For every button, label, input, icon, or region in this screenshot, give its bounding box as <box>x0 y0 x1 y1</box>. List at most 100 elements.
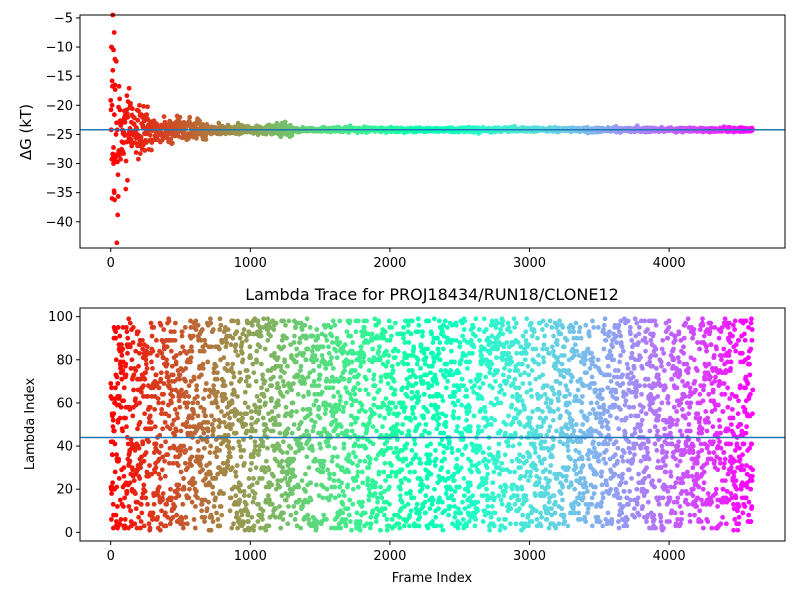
lambda-point <box>349 402 355 408</box>
lambda-point <box>235 394 240 399</box>
lambda-point <box>336 406 342 412</box>
lambda-point <box>225 327 231 332</box>
lambda-point <box>280 450 285 455</box>
lambda-point <box>371 372 377 378</box>
lambda-point <box>366 497 372 503</box>
lambda-point <box>142 488 148 494</box>
lambda-point <box>292 473 298 479</box>
lambda-point <box>147 463 152 468</box>
lambda-point <box>383 363 389 369</box>
lambda-point <box>164 361 170 367</box>
lambda-point <box>377 357 383 363</box>
lambda-point <box>199 454 205 460</box>
lambda-point <box>194 387 199 393</box>
lambda-point <box>447 504 453 509</box>
lambda-point <box>256 501 261 507</box>
lambda-point <box>195 400 201 406</box>
lambda-point <box>404 394 410 399</box>
lambda-point <box>200 361 206 367</box>
lambda-point <box>195 439 201 445</box>
lambda-point <box>256 409 262 414</box>
lambda-point <box>110 480 116 486</box>
lambda-point <box>233 469 238 475</box>
lambda-point <box>451 415 457 421</box>
lambda-point <box>180 344 186 350</box>
lambda-point <box>409 368 415 373</box>
lambda-point <box>277 504 282 509</box>
lambda-point <box>428 370 433 376</box>
lambda-point <box>416 394 422 399</box>
lambda-point <box>153 441 159 447</box>
lambda-point <box>147 404 153 410</box>
lambda-point <box>193 318 199 324</box>
lambda-point <box>205 428 211 434</box>
lambda-point <box>399 499 405 505</box>
lambda-point <box>289 409 295 414</box>
lambda-point <box>179 333 185 339</box>
delta-g-point <box>110 67 116 73</box>
lambda-point <box>437 340 443 345</box>
lambda-point <box>219 512 225 518</box>
lambda-point <box>334 355 340 361</box>
lambda-point <box>202 519 207 524</box>
lambda-point <box>452 394 457 399</box>
lambda-point <box>473 517 479 522</box>
lambda-point <box>420 482 426 488</box>
lambda-point <box>337 340 343 345</box>
lambda-point <box>423 510 428 516</box>
lambda-point <box>399 480 404 486</box>
lambda-point <box>304 428 310 434</box>
lambda-point <box>204 506 210 512</box>
lambda-point <box>223 469 229 475</box>
lambda-point <box>260 439 266 445</box>
lambda-point <box>227 415 233 421</box>
delta-g-point <box>126 85 132 91</box>
lambda-point <box>186 383 192 389</box>
lambda-point <box>353 329 359 335</box>
lambda-point <box>354 510 360 516</box>
lambda-point <box>216 346 222 352</box>
delta-g-point <box>135 156 141 162</box>
lambda-point <box>443 413 449 419</box>
lambda-point <box>189 454 195 460</box>
lambda-point <box>169 495 174 501</box>
lambda-point <box>271 327 277 332</box>
lambda-point <box>257 398 263 404</box>
lambda-point <box>254 359 260 365</box>
lambda-point <box>193 327 199 332</box>
lambda-point <box>253 428 258 434</box>
lambda-point <box>382 460 388 466</box>
lambda-point <box>194 383 200 389</box>
lambda-point <box>286 318 292 324</box>
lambda-point <box>400 385 406 391</box>
lambda-point <box>357 387 363 393</box>
lambda-point <box>348 519 353 524</box>
lambda-point <box>117 394 122 399</box>
lambda-point <box>193 504 198 509</box>
lambda-point <box>425 525 431 531</box>
lambda-point <box>317 441 323 447</box>
lambda-point <box>457 340 463 345</box>
lambda-point <box>305 374 311 380</box>
delta-g-point <box>121 151 126 157</box>
lambda-point <box>201 445 207 451</box>
lambda-point <box>139 510 145 516</box>
lambda-point <box>240 357 246 363</box>
lambda-point <box>458 465 464 471</box>
lambda-point <box>254 480 260 486</box>
lambda-point <box>249 415 255 421</box>
lambda-point <box>345 506 351 512</box>
x-tick-label: 3000 <box>513 256 546 271</box>
lambda-point <box>451 409 457 414</box>
lambda-point <box>341 376 347 382</box>
delta-g-point <box>109 83 115 89</box>
lambda-point <box>302 322 308 328</box>
lambda-point <box>158 443 164 449</box>
lambda-point <box>177 350 183 356</box>
lambda-point <box>299 327 305 332</box>
lambda-point <box>265 445 270 451</box>
lambda-point <box>373 519 379 524</box>
lambda-point <box>289 353 294 358</box>
lambda-point <box>357 458 363 464</box>
lambda-point <box>203 413 209 419</box>
